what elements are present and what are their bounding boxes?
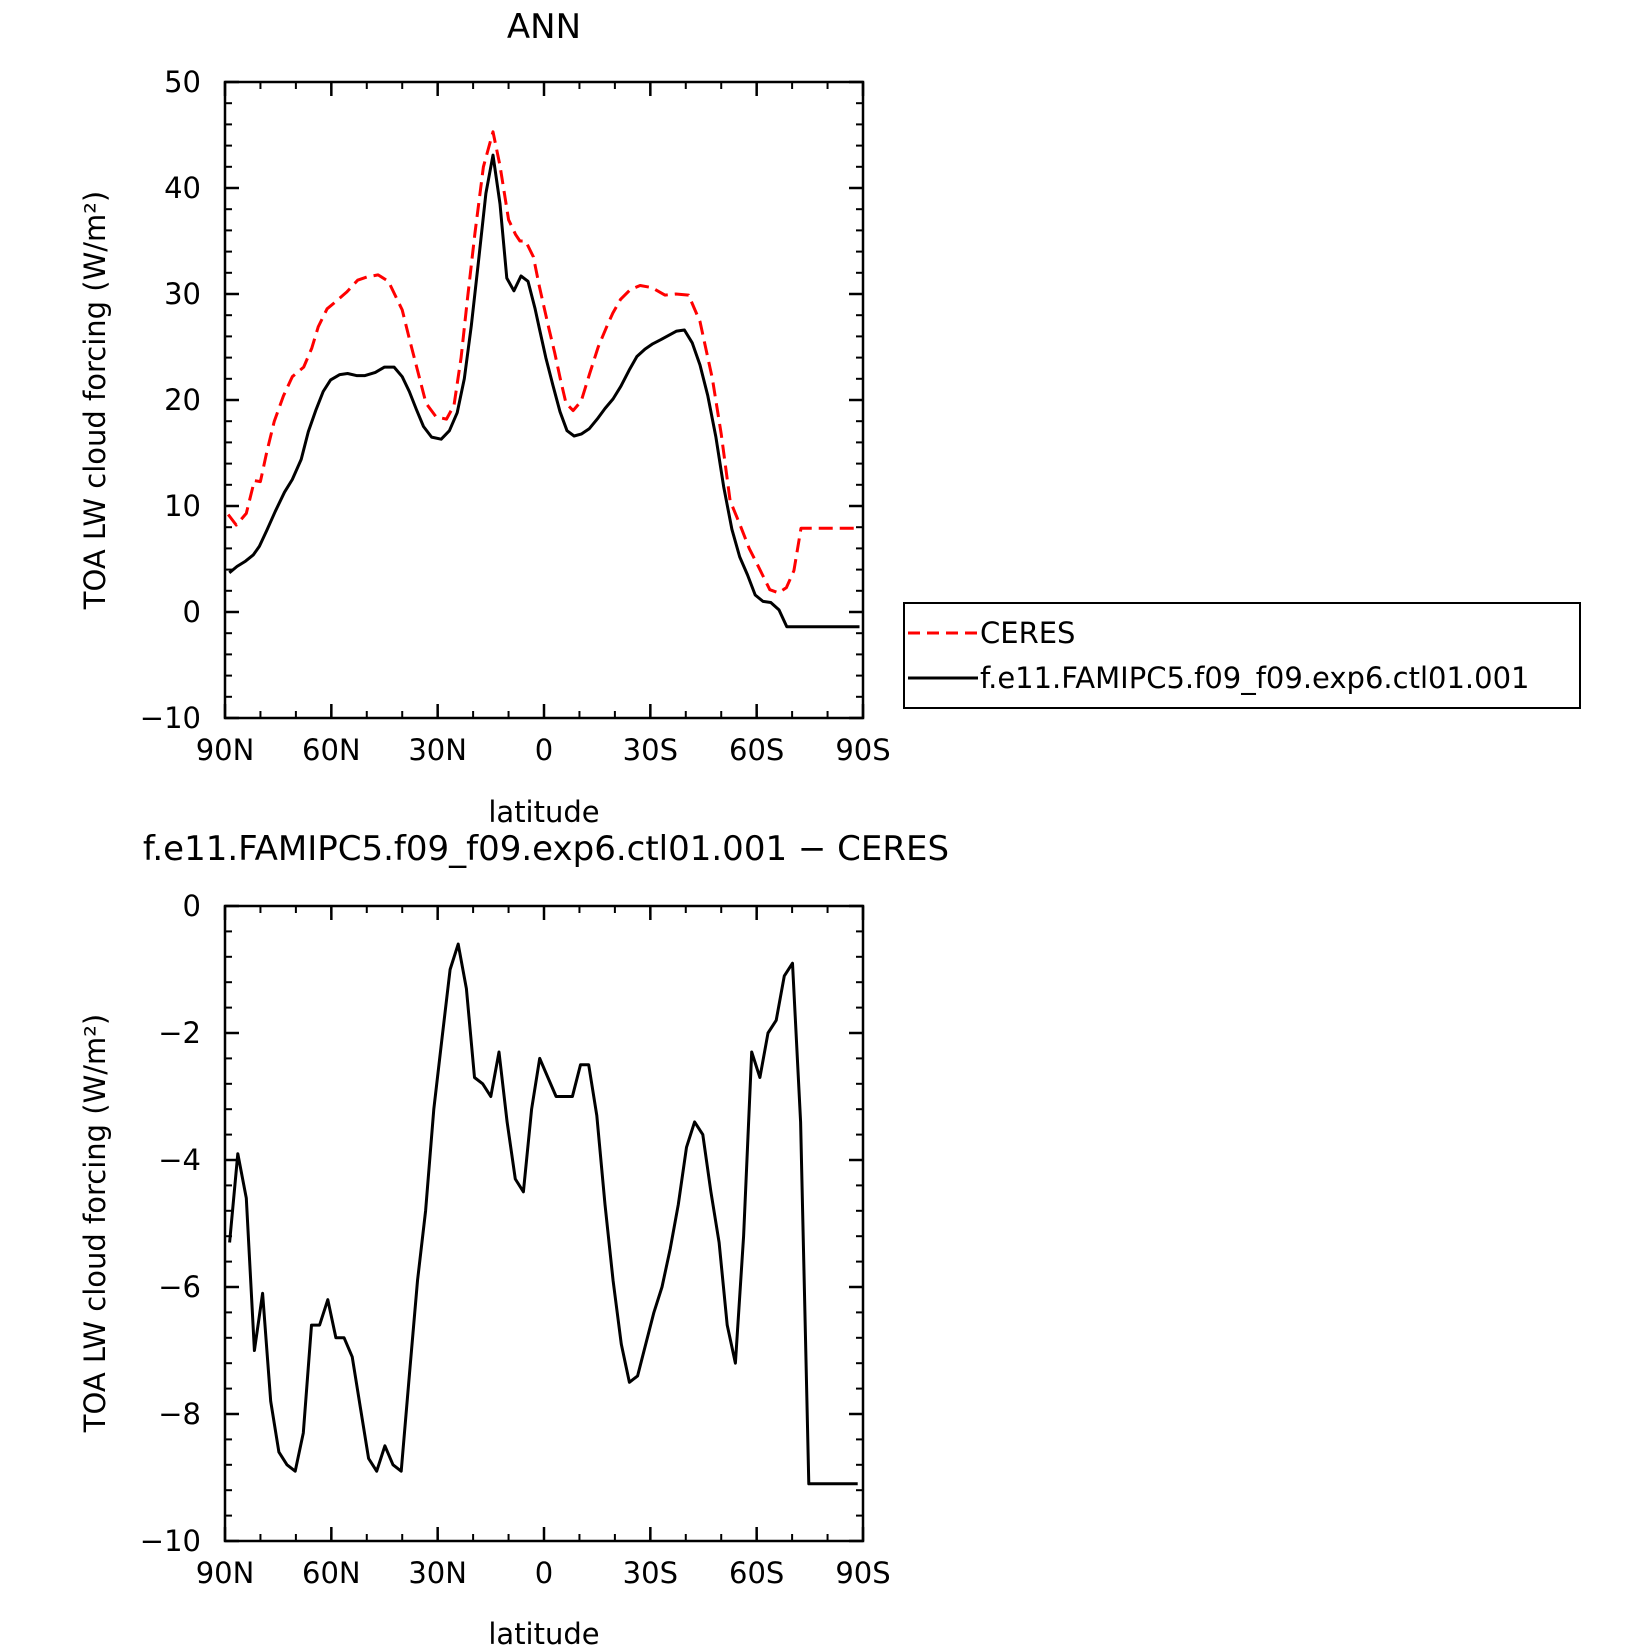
panel1-series — [227, 130, 861, 629]
y-tick-label: −10 — [140, 701, 201, 735]
x-tick-label: 90S — [835, 733, 890, 767]
x-tick-label: 0 — [535, 1556, 553, 1590]
panel1-y-axis-label: TOA LW cloud forcing (W/m²) — [78, 191, 112, 610]
y-tick-label: 50 — [164, 65, 201, 99]
panel-difference: f.e11.FAMIPC5.f09_f09.exp6.ctl01.001 − C… — [78, 829, 949, 1647]
panel1-series-line-1 — [228, 153, 860, 629]
y-tick-label: 0 — [183, 889, 201, 923]
panel1-axes: −10 0 10 20 30 40 50 90N 60N 30N 0 30S 60S 90S — [140, 65, 891, 767]
x-tick-label: 90S — [835, 1556, 890, 1590]
panel-annual-mean: ANN −10 0 10 20 30 40 50 90N 60N 30N 0 30S 60S 90S la… — [78, 7, 1581, 829]
x-tick-label: 90N — [196, 1556, 255, 1590]
x-tick-label: 90N — [196, 733, 255, 767]
x-tick-label: 30S — [623, 733, 678, 767]
panel1-title: ANN — [507, 7, 581, 47]
panel2-series — [228, 942, 858, 1486]
panel1-series-line-0 — [227, 130, 861, 595]
panel2-axes: −10 −8 −6 −4 −2 0 90N 60N 30N 0 30S 60S 90S — [140, 889, 891, 1590]
panel2-series-line-0 — [228, 942, 858, 1486]
legend-ceres-label: CERES — [980, 616, 1075, 650]
y-tick-label: 10 — [164, 489, 201, 523]
y-tick-label: 30 — [164, 277, 201, 311]
x-tick-label: 60S — [729, 733, 784, 767]
x-tick-label: 60S — [729, 1556, 784, 1590]
x-tick-label: 30N — [408, 1556, 467, 1590]
x-tick-label: 60N — [302, 1556, 361, 1590]
y-tick-label: 0 — [183, 595, 201, 629]
y-tick-label: 40 — [164, 171, 201, 205]
legend-model-label: f.e11.FAMIPC5.f09_f09.exp6.ctl01.001 — [980, 661, 1529, 695]
panel1-x-axis-label: latitude — [488, 795, 599, 829]
y-tick-label: −2 — [158, 1016, 201, 1050]
y-tick-label: −8 — [158, 1397, 201, 1431]
y-tick-label: 20 — [164, 383, 201, 417]
panel1-legend: CERES f.e11.FAMIPC5.f09_f09.exp6.ctl01.0… — [903, 602, 1581, 709]
x-tick-label: 60N — [302, 733, 361, 767]
y-tick-label: −6 — [158, 1270, 201, 1304]
y-tick-label: −10 — [140, 1524, 201, 1558]
x-tick-label: 30N — [408, 733, 467, 767]
x-tick-label: 30S — [623, 1556, 678, 1590]
legend-box — [903, 602, 1581, 709]
y-tick-label: −4 — [158, 1143, 201, 1177]
panel2-x-axis-label: latitude — [488, 1617, 599, 1647]
panel1-plot-frame — [223, 80, 865, 720]
x-tick-label: 0 — [535, 733, 553, 767]
panel2-y-axis-label: TOA LW cloud forcing (W/m²) — [78, 1014, 112, 1433]
panel2-plot-frame — [223, 904, 865, 1543]
panel2-title: f.e11.FAMIPC5.f09_f09.exp6.ctl01.001 − C… — [143, 829, 949, 869]
